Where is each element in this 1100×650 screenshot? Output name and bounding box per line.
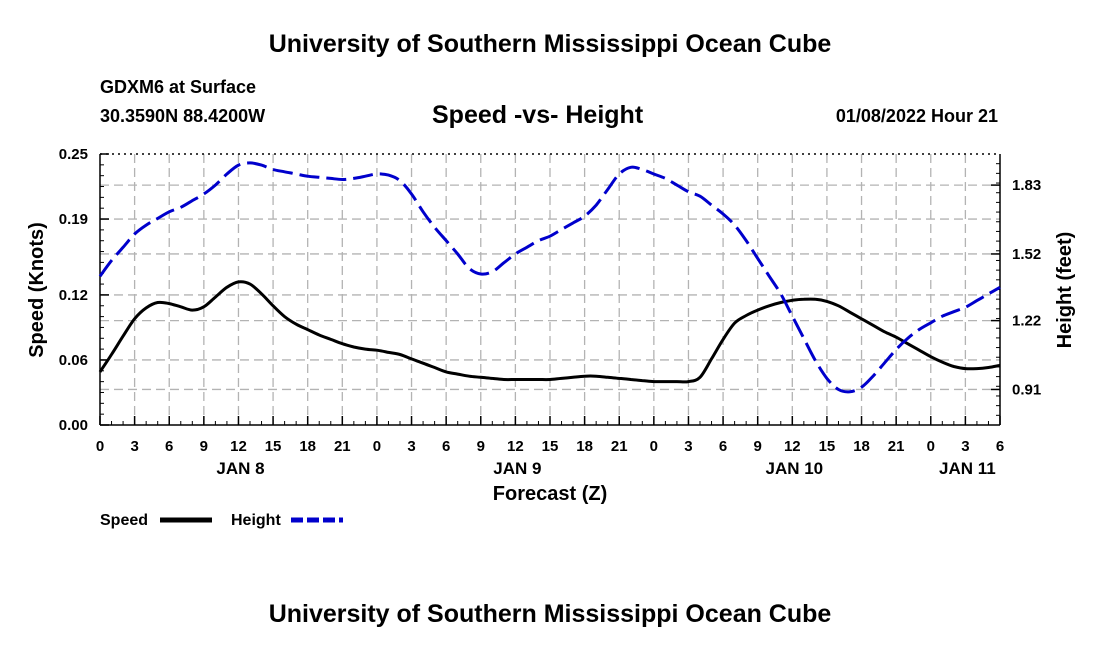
chart-main-title: University of Southern Mississippi Ocean… (268, 30, 832, 58)
x-tick-label: 9 (754, 438, 762, 455)
x-tick-label: 0 (650, 438, 658, 455)
x-tick-label: 15 (542, 438, 559, 455)
y-tick-label: 0.06 (59, 352, 88, 369)
y-axis-title: Speed (Knots) (26, 222, 48, 358)
x-day-label: JAN 9 (493, 459, 541, 478)
x-tick-label: 12 (784, 438, 801, 455)
legend-label: Speed (100, 512, 148, 529)
x-tick-label: 3 (407, 438, 415, 455)
x-tick-label: 21 (888, 438, 905, 455)
legend-label: Height (231, 512, 281, 529)
x-tick-label: 0 (96, 438, 104, 455)
x-tick-label: 12 (230, 438, 247, 455)
x-day-label: JAN 10 (765, 459, 823, 478)
station-coordinates: 30.3590N 88.4200W (100, 106, 266, 126)
x-tick-label: 21 (611, 438, 628, 455)
x-axis-title: Forecast (Z) (493, 483, 607, 505)
y2-axis-title: Height (feet) (1054, 232, 1076, 349)
series-line-speed (98, 280, 1001, 384)
y-tick-label: 0.00 (59, 417, 88, 434)
x-tick-label: 9 (200, 438, 208, 455)
x-tick-label: 6 (996, 438, 1004, 455)
x-tick-label: 3 (130, 438, 138, 455)
x-tick-label: 12 (507, 438, 524, 455)
station-label: GDXM6 at Surface (100, 77, 257, 97)
y-tick-label: 0.19 (59, 211, 88, 228)
x-tick-label: 3 (684, 438, 692, 455)
y2-tick-label: 0.91 (1012, 381, 1041, 398)
y2-tick-label: 1.52 (1012, 246, 1041, 263)
chart-subtitle: Speed -vs- Height (432, 101, 644, 129)
x-tick-label: 15 (265, 438, 282, 455)
x-tick-label: 0 (927, 438, 935, 455)
x-tick-label: 6 (442, 438, 450, 455)
x-tick-label: 3 (961, 438, 969, 455)
footer-title: University of Southern Mississippi Ocean… (268, 600, 832, 628)
y-tick-label: 0.12 (59, 287, 88, 304)
y2-tick-label: 1.22 (1012, 313, 1041, 330)
x-tick-label: 6 (165, 438, 173, 455)
x-tick-label: 9 (477, 438, 485, 455)
x-tick-label: 21 (334, 438, 351, 455)
x-tick-label: 18 (853, 438, 870, 455)
y2-tick-label: 1.83 (1012, 177, 1041, 194)
x-day-label: JAN 8 (216, 459, 264, 478)
series-line-height (98, 161, 1001, 394)
x-tick-label: 18 (299, 438, 316, 455)
y-tick-label: 0.25 (59, 146, 88, 163)
x-tick-label: 6 (719, 438, 727, 455)
x-tick-label: 0 (373, 438, 381, 455)
x-tick-label: 15 (819, 438, 836, 455)
x-day-label: JAN 11 (939, 459, 996, 478)
forecast-datetime: 01/08/2022 Hour 21 (835, 106, 998, 126)
x-tick-label: 18 (576, 438, 593, 455)
